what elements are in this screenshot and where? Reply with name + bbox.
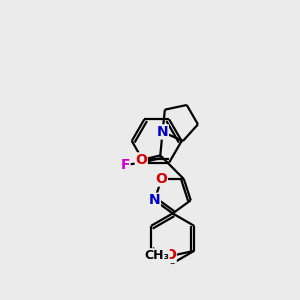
Text: N: N <box>149 193 161 207</box>
Text: N: N <box>157 125 168 139</box>
Text: O: O <box>164 248 176 262</box>
Text: O: O <box>155 172 167 186</box>
Text: O: O <box>135 153 147 167</box>
Text: F: F <box>121 158 130 172</box>
Text: CH₃: CH₃ <box>144 249 169 262</box>
